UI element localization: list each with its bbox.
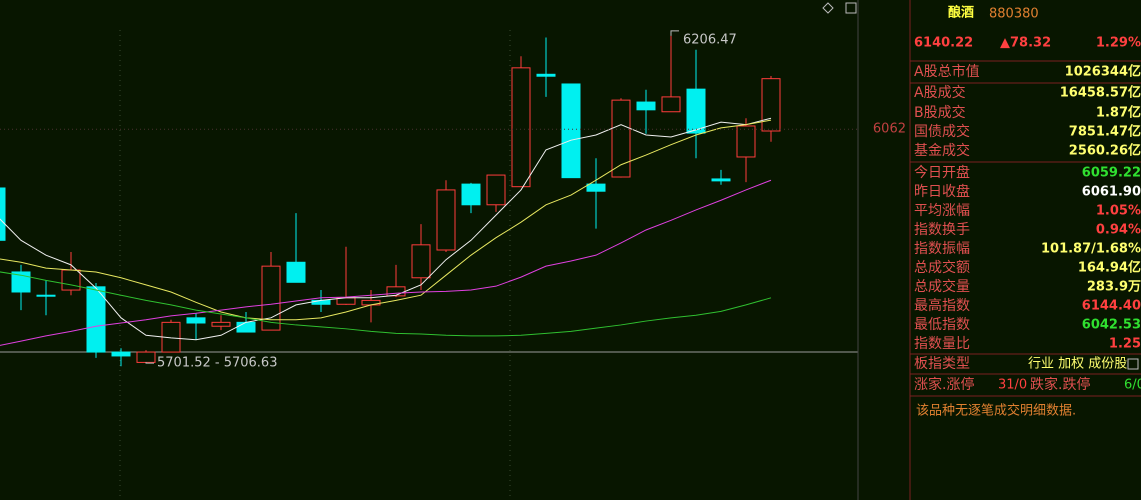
- icon[interactable]: [845, 2, 857, 14]
- high-marker: [670, 30, 679, 36]
- candle-body: [711, 178, 731, 182]
- up-value: 31/0: [998, 378, 1027, 393]
- candle-body: [111, 351, 131, 357]
- row-label: 今日开盘: [914, 164, 970, 181]
- row-value: 6061.90: [1082, 185, 1141, 200]
- candle-body: [261, 265, 281, 331]
- candle-body: [286, 261, 306, 283]
- panel-title: 酿酒: [948, 5, 974, 21]
- candle-body: [236, 321, 256, 333]
- row-value: 164.94亿: [1078, 260, 1141, 276]
- row-label: A股成交: [914, 84, 966, 101]
- candle-body: [686, 88, 706, 134]
- candle-body: [36, 294, 56, 297]
- candle-body: [411, 244, 431, 279]
- row-label: B股成交: [914, 104, 966, 121]
- row-label: A股总市值: [914, 63, 980, 80]
- row-value: 101.87/1.68%: [1041, 242, 1141, 257]
- candle-body: [86, 286, 106, 353]
- candle-body: [586, 183, 606, 192]
- candle-body: [386, 286, 406, 297]
- down-value: 6/0: [1124, 378, 1141, 393]
- candle-body: [311, 299, 331, 305]
- row-label: 国债成交: [914, 123, 970, 140]
- candle-body: [611, 99, 631, 178]
- row-value: 2560.26亿: [1069, 143, 1141, 159]
- plot: [0, 35, 781, 367]
- candle-body: [461, 183, 481, 206]
- annotation: 5701.52 - 5706.63: [157, 356, 277, 371]
- candle-body: [561, 83, 581, 179]
- y-tick-label: 6062: [873, 122, 906, 137]
- candle-body: [211, 321, 231, 327]
- row-value: 1.25: [1109, 337, 1141, 352]
- icon[interactable]: [822, 2, 834, 14]
- candle-body: [761, 78, 781, 132]
- row-value: 1026344亿: [1065, 64, 1141, 80]
- up-label: 涨家.涨停: [914, 376, 974, 393]
- row-value: 0.94%: [1096, 223, 1141, 238]
- row-label: 指数量比: [914, 336, 970, 352]
- candle-body: [436, 189, 456, 251]
- note: 该品种无逐笔成交明细数据.: [916, 403, 1076, 419]
- change-pct: 1.29%: [1096, 36, 1141, 51]
- row-label: 指数振幅: [914, 241, 970, 257]
- icon[interactable]: [1127, 358, 1139, 370]
- row-label: 昨日收盘: [914, 183, 970, 200]
- candle-body: [536, 73, 556, 77]
- candle-body: [661, 96, 681, 113]
- row-value: 1.05%: [1096, 204, 1141, 219]
- ma-line: [0, 119, 772, 321]
- row-label: 总成交量: [914, 278, 970, 295]
- row-value: 7851.47亿: [1069, 124, 1141, 140]
- low-marker: [145, 362, 154, 364]
- candle-body: [511, 67, 531, 188]
- candle-body: [0, 187, 6, 241]
- row-value: 16458.57亿: [1060, 85, 1141, 101]
- candle-body: [136, 351, 156, 363]
- board-value: 行业 加权 成份股: [1028, 356, 1127, 372]
- row-value: 6042.53: [1082, 318, 1141, 333]
- board-label: 板指类型: [914, 356, 970, 372]
- row-value: 1.87亿: [1096, 105, 1141, 121]
- row-value: 6144.40: [1082, 299, 1141, 314]
- info-panel: 酿酒 880380 6140.22 ▲78.32 1.29% 板指类型 行业 加…: [910, 5, 1141, 419]
- panel-code: 880380: [989, 7, 1039, 22]
- row-label: 最高指数: [914, 297, 970, 314]
- ma-line: [0, 179, 772, 346]
- row-value: 6059.22: [1082, 166, 1141, 181]
- ma-line: [0, 117, 772, 341]
- candle-body: [11, 271, 31, 293]
- candle-body: [636, 101, 656, 111]
- row-label: 总成交额: [914, 259, 970, 276]
- candle-body: [486, 174, 506, 206]
- down-label: 跌家.跌停: [1030, 376, 1090, 393]
- candle-body: [61, 269, 81, 291]
- row-label: 基金成交: [914, 142, 970, 159]
- price: 6140.22: [914, 36, 973, 51]
- candle-body: [186, 317, 206, 324]
- candle-body: [736, 125, 756, 158]
- row-label: 最低指数: [914, 317, 970, 333]
- annotation: 6206.47: [683, 32, 737, 47]
- row-label: 平均涨幅: [914, 203, 970, 219]
- row-label: 指数换手: [914, 221, 970, 238]
- change: ▲78.32: [1000, 36, 1051, 51]
- row-value: 283.9万: [1087, 280, 1141, 295]
- ma-line: [0, 271, 772, 337]
